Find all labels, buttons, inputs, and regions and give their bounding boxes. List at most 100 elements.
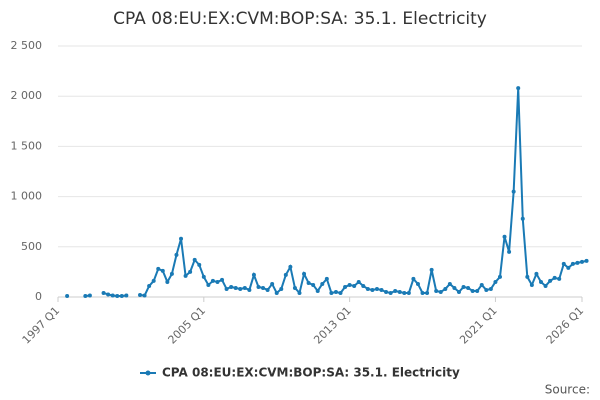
- point: [119, 293, 124, 298]
- point: [411, 276, 416, 281]
- point: [429, 267, 434, 272]
- point: [552, 275, 557, 280]
- y-tick-label: 0: [35, 290, 42, 303]
- y-tick-label: 1 000: [11, 190, 43, 203]
- point: [516, 86, 521, 91]
- point: [229, 284, 234, 289]
- point: [529, 282, 534, 287]
- point: [356, 279, 361, 284]
- point: [283, 272, 288, 277]
- series-line: [85, 88, 587, 297]
- point: [197, 262, 202, 267]
- legend-marker: [145, 370, 151, 376]
- point: [397, 289, 402, 294]
- x-tick-label: 2013 Q1: [311, 304, 354, 347]
- point: [452, 285, 457, 290]
- point: [306, 280, 311, 285]
- point: [115, 293, 120, 298]
- point: [251, 272, 256, 277]
- point: [256, 284, 261, 289]
- point: [384, 289, 389, 294]
- point: [520, 216, 525, 221]
- point: [538, 279, 543, 284]
- point: [101, 290, 106, 295]
- point: [320, 281, 325, 286]
- point: [270, 281, 275, 286]
- point: [374, 286, 379, 291]
- y-tick-label: 2 500: [11, 39, 43, 52]
- point: [106, 292, 111, 297]
- point: [507, 249, 512, 254]
- point: [343, 284, 348, 289]
- point: [575, 260, 580, 265]
- point: [156, 266, 161, 271]
- point: [188, 269, 193, 274]
- point: [543, 283, 548, 288]
- point: [493, 279, 498, 284]
- point: [511, 189, 516, 194]
- point: [566, 265, 571, 270]
- point: [233, 285, 238, 290]
- point: [242, 285, 247, 290]
- point: [124, 293, 129, 298]
- point: [147, 283, 152, 288]
- point: [311, 282, 316, 287]
- point: [183, 273, 188, 278]
- point: [406, 290, 411, 295]
- point: [584, 258, 589, 263]
- point: [393, 288, 398, 293]
- point: [388, 290, 393, 295]
- point: [292, 285, 297, 290]
- point: [370, 287, 375, 292]
- point: [497, 274, 502, 279]
- point: [347, 282, 352, 287]
- point: [484, 287, 489, 292]
- point: [525, 274, 530, 279]
- point: [425, 290, 430, 295]
- point: [365, 286, 370, 291]
- point: [461, 284, 466, 289]
- point: [434, 288, 439, 293]
- point: [329, 290, 334, 295]
- point: [338, 290, 343, 295]
- point: [352, 283, 357, 288]
- point: [238, 286, 243, 291]
- x-tick-label: 2005 Q1: [166, 304, 209, 347]
- point: [297, 290, 302, 295]
- point: [142, 293, 147, 298]
- point: [247, 287, 252, 292]
- point: [324, 276, 329, 281]
- point: [83, 293, 88, 298]
- point: [265, 287, 270, 292]
- point: [534, 271, 539, 276]
- point: [65, 293, 70, 298]
- point: [261, 285, 266, 290]
- point: [570, 261, 575, 266]
- point: [138, 292, 143, 297]
- point: [466, 285, 471, 290]
- point: [557, 276, 562, 281]
- point: [110, 293, 115, 298]
- point: [288, 264, 293, 269]
- point: [470, 288, 475, 293]
- point: [379, 287, 384, 292]
- y-tick-label: 1 500: [11, 139, 43, 152]
- point: [179, 236, 184, 241]
- point: [174, 252, 179, 257]
- point: [447, 281, 452, 286]
- point: [206, 282, 211, 287]
- point: [456, 289, 461, 294]
- point: [302, 271, 307, 276]
- point: [160, 268, 165, 273]
- point: [438, 289, 443, 294]
- point: [548, 278, 553, 283]
- point: [165, 279, 170, 284]
- point: [561, 261, 566, 266]
- y-tick-label: 2 000: [11, 89, 43, 102]
- source: Source:: [545, 383, 590, 397]
- x-tick-label: 1997 Q1: [20, 304, 63, 347]
- point: [215, 279, 220, 284]
- point: [443, 286, 448, 291]
- point: [279, 286, 284, 291]
